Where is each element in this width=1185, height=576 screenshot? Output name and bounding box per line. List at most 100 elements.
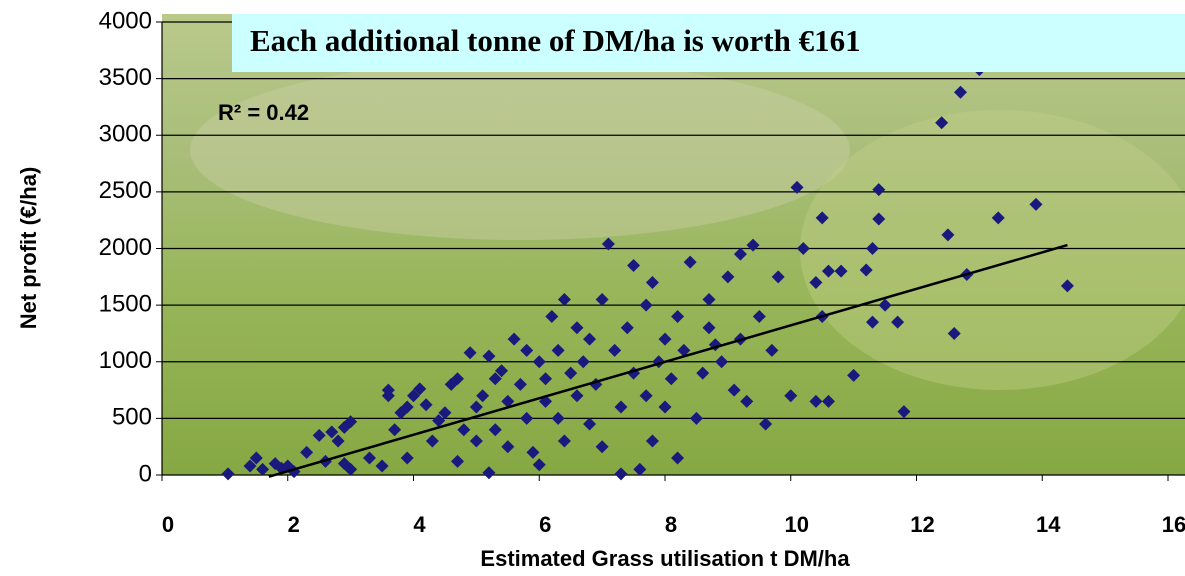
- x-tick-label: 0: [162, 512, 174, 537]
- y-tick-label: 500: [112, 404, 152, 431]
- point: [721, 270, 735, 284]
- background-texture: [800, 110, 1185, 390]
- point: [865, 315, 879, 329]
- point: [451, 454, 465, 468]
- point: [407, 389, 420, 403]
- point: [891, 315, 905, 329]
- x-tick-label: 14: [1036, 512, 1061, 537]
- marks: [221, 63, 1074, 481]
- point: [947, 326, 961, 340]
- point: [1060, 279, 1074, 293]
- point: [658, 332, 672, 346]
- point: [419, 398, 433, 412]
- point: [557, 292, 571, 306]
- annotation: R² = 0.42: [218, 100, 309, 125]
- point: [865, 242, 879, 255]
- point: [645, 434, 659, 448]
- point: [941, 228, 955, 242]
- x-tick-label: 6: [539, 512, 551, 537]
- point: [551, 411, 565, 425]
- point: [488, 423, 502, 437]
- point: [583, 417, 597, 431]
- point: [771, 270, 785, 284]
- point: [614, 467, 628, 481]
- point: [425, 434, 439, 448]
- trendline: [268, 243, 1068, 478]
- point: [400, 451, 414, 465]
- point: [954, 85, 968, 99]
- point: [482, 466, 496, 480]
- point: [608, 343, 622, 357]
- point: [595, 440, 609, 454]
- background-texture: [190, 60, 850, 240]
- point: [545, 309, 559, 323]
- point: [438, 406, 452, 420]
- y-tick-label: 3000: [99, 121, 152, 148]
- point: [796, 242, 810, 255]
- point: [457, 423, 471, 437]
- point: [488, 372, 502, 386]
- point: [482, 349, 496, 363]
- point: [413, 382, 427, 396]
- point: [821, 264, 835, 278]
- point: [300, 445, 314, 459]
- point: [677, 343, 691, 357]
- point: [375, 459, 389, 473]
- point: [727, 383, 741, 397]
- point: [658, 400, 672, 414]
- point: [759, 417, 773, 431]
- point: [432, 414, 446, 428]
- point: [325, 425, 339, 439]
- y-tick-label: 0: [139, 460, 152, 487]
- point: [645, 275, 659, 289]
- point: [312, 428, 326, 442]
- x-tick-label: 8: [665, 512, 677, 537]
- point: [733, 247, 747, 261]
- point: [620, 321, 634, 335]
- point: [601, 237, 615, 251]
- point: [526, 445, 540, 459]
- plot-background: [162, 14, 1185, 475]
- point: [570, 389, 584, 403]
- point: [463, 346, 477, 360]
- point: [784, 389, 798, 403]
- point: [872, 183, 886, 197]
- x-tick-label: 10: [785, 512, 809, 537]
- point: [344, 415, 358, 429]
- point: [859, 263, 873, 277]
- point: [809, 275, 823, 289]
- point: [557, 434, 571, 448]
- y-tick-label: 2000: [99, 234, 152, 261]
- point: [520, 411, 534, 425]
- point: [689, 411, 703, 425]
- point: [821, 394, 835, 408]
- point: [551, 343, 565, 357]
- y-tick-label: 4000: [99, 7, 152, 34]
- point: [683, 255, 697, 269]
- point: [381, 389, 395, 403]
- point: [897, 405, 911, 419]
- point: [765, 343, 779, 357]
- point: [627, 258, 641, 272]
- point: [495, 364, 509, 378]
- point: [633, 462, 647, 476]
- point: [740, 394, 754, 408]
- point: [790, 180, 804, 194]
- y-tick-label: 3500: [99, 64, 152, 91]
- point: [834, 264, 848, 278]
- x-axis-title: Estimated Grass utilisation t DM/ha: [480, 546, 850, 571]
- point: [696, 366, 710, 380]
- point: [576, 355, 590, 369]
- x-tick-label: 16: [1162, 512, 1185, 537]
- point: [520, 343, 534, 357]
- point: [362, 451, 376, 465]
- point: [671, 309, 685, 323]
- point: [331, 434, 345, 448]
- point: [639, 389, 653, 403]
- point: [501, 440, 515, 454]
- point: [532, 355, 546, 369]
- point: [501, 394, 515, 408]
- y-tick-label: 1000: [99, 347, 152, 374]
- x-tick-label: 4: [413, 512, 426, 537]
